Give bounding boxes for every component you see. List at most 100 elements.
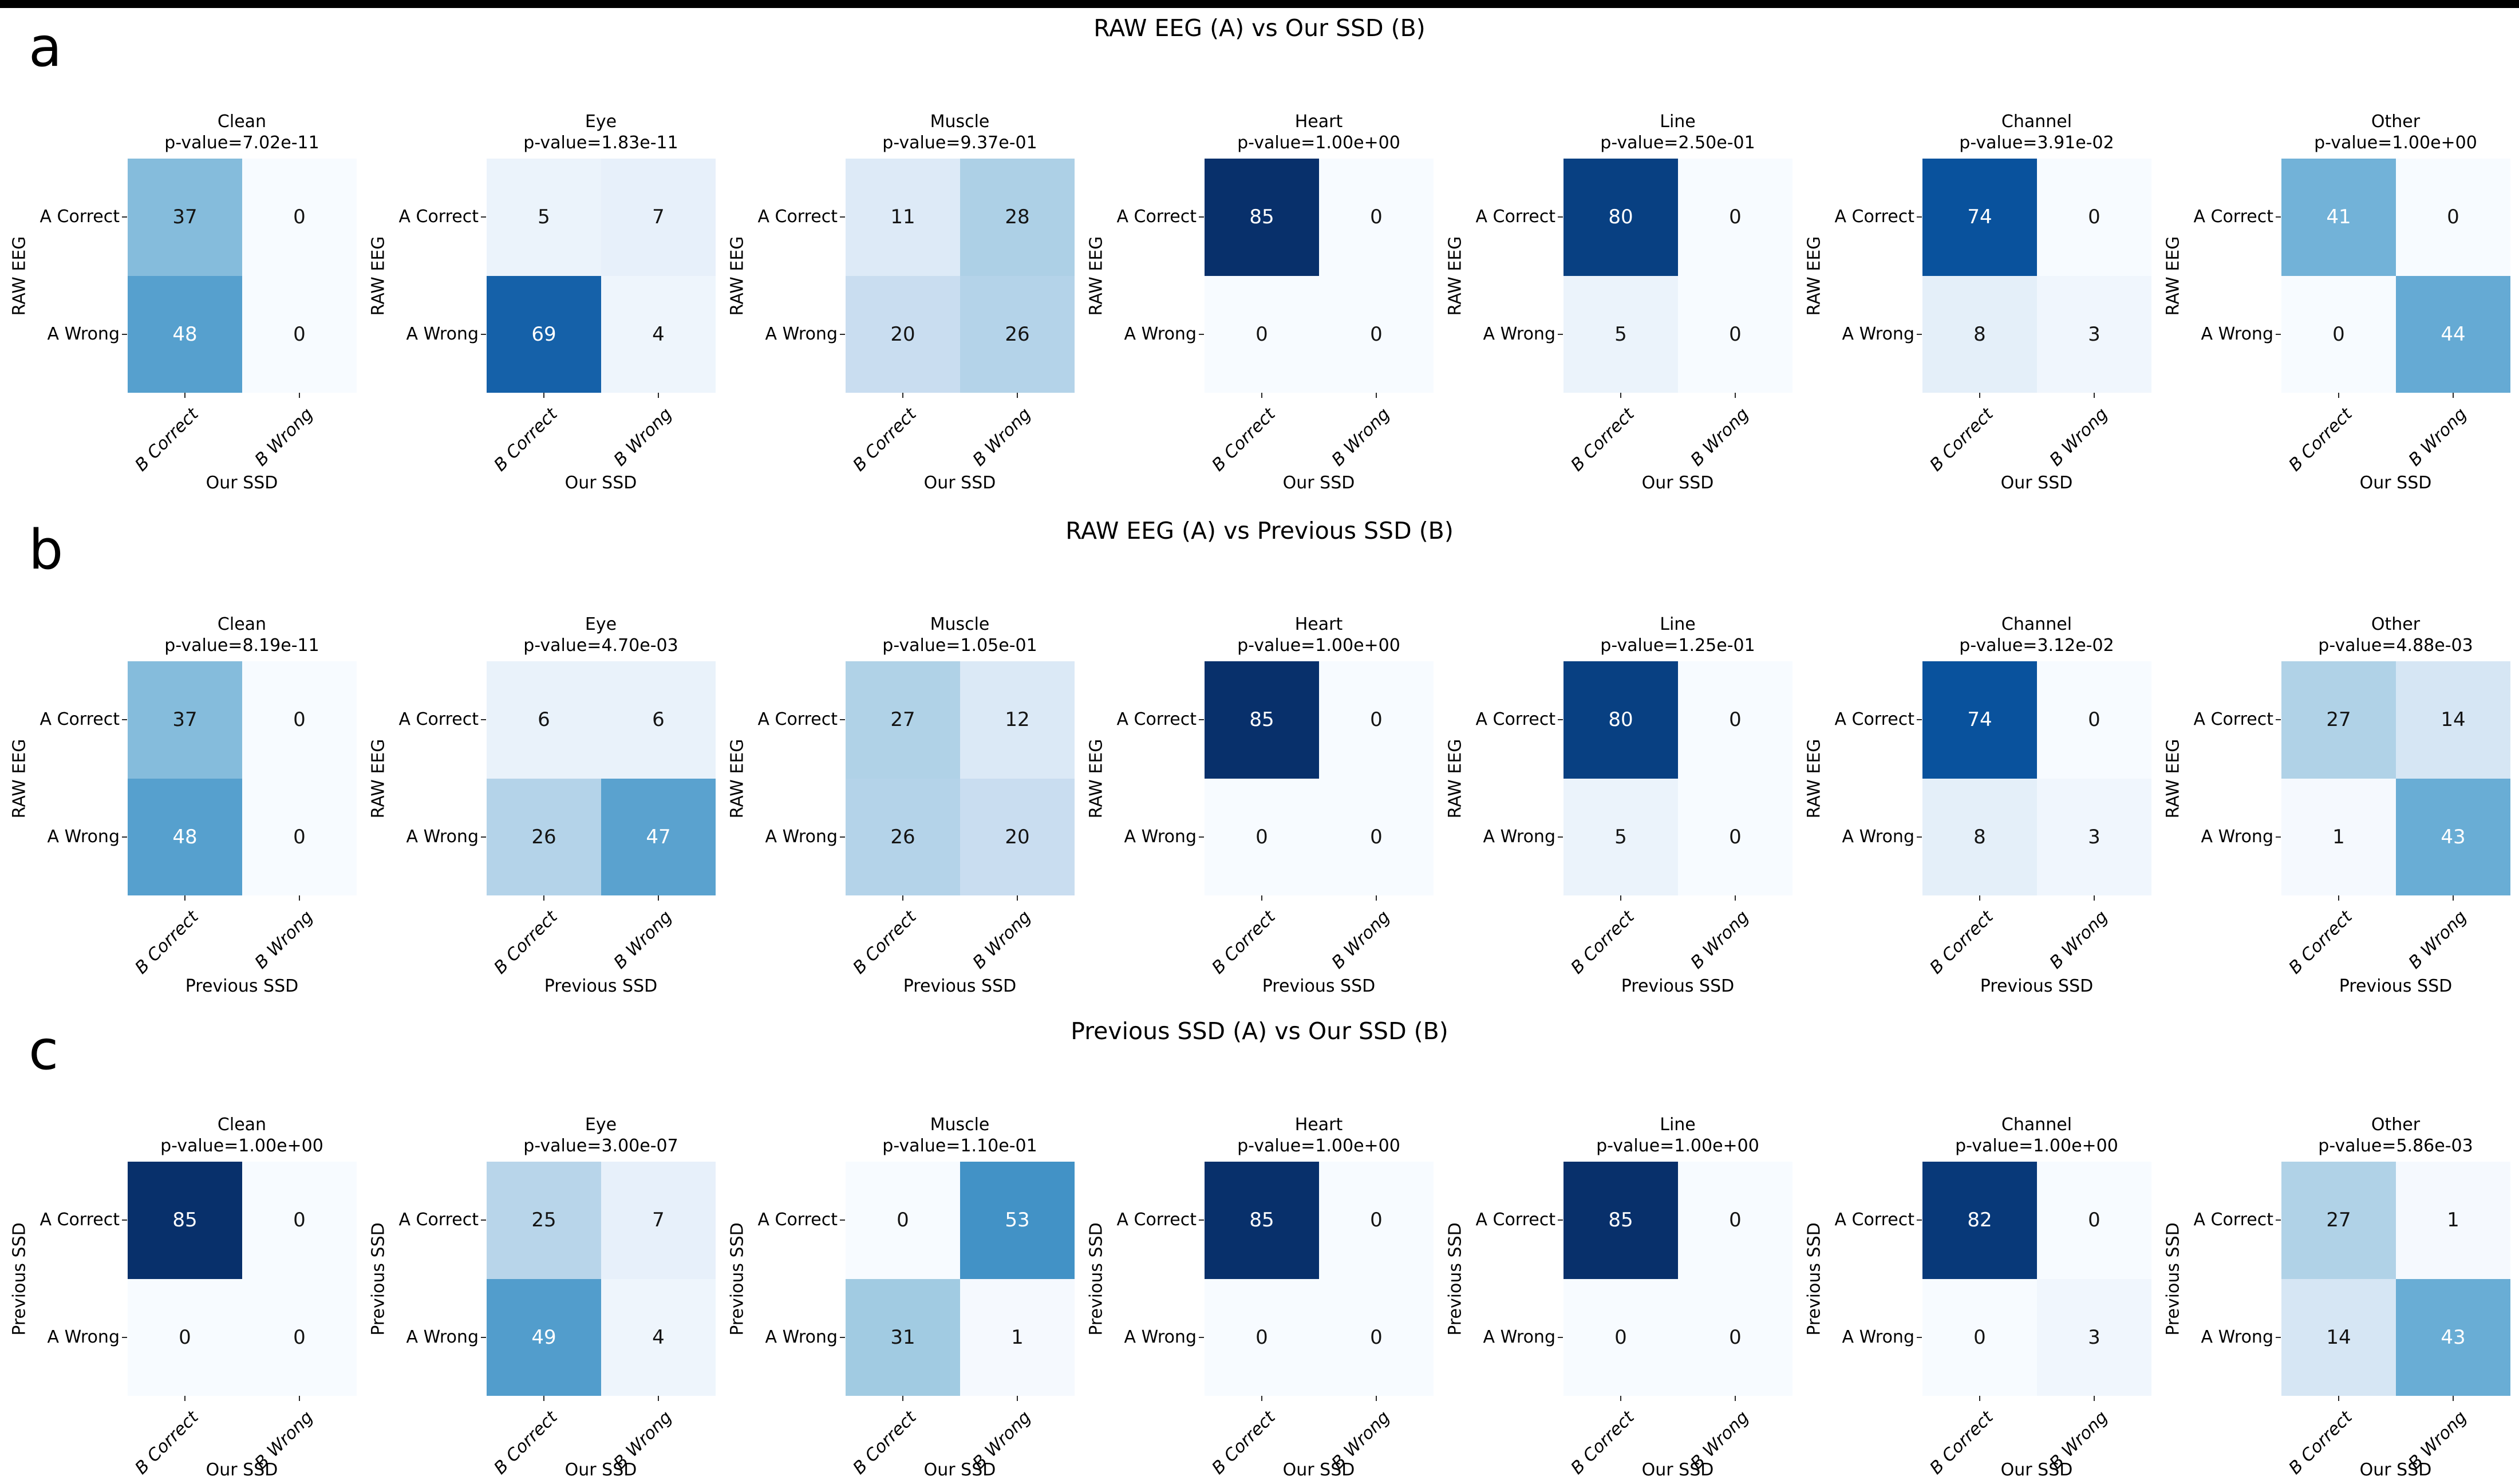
- matrix-cell: 0: [242, 275, 357, 393]
- cell-value: 0: [1370, 206, 1383, 229]
- cell-value: 3: [2088, 825, 2101, 848]
- col-tick-label: B Correct: [1567, 404, 1638, 476]
- cell-value: 43: [2441, 825, 2466, 848]
- x-tick-mark: [2338, 895, 2339, 901]
- confusion-matrix: 5 7 69 4: [487, 159, 716, 393]
- matrix-cell: 37: [128, 661, 242, 779]
- matrix-cell: 80: [1563, 159, 1678, 276]
- cell-value: 25: [531, 1209, 556, 1232]
- matrix-cell: 0: [242, 778, 357, 895]
- y-tick-mark: [481, 836, 486, 838]
- row-tick-label: A Correct: [40, 207, 120, 227]
- matrix-cell: 53: [960, 1162, 1075, 1279]
- y-tick-mark: [481, 333, 486, 335]
- row-tick-label: A Correct: [757, 207, 838, 227]
- confusion-matrix: 80 0 5 0: [1563, 159, 1792, 393]
- row-tick-label: A Correct: [757, 709, 838, 730]
- cell-value: 0: [293, 1209, 306, 1232]
- matrix-cell: 27: [2281, 661, 2396, 779]
- matrix-cell: 8: [1922, 275, 2037, 393]
- cell-value: 0: [2088, 1209, 2101, 1232]
- row-tick-label: A Correct: [2193, 207, 2273, 227]
- row-tick-label: A Correct: [1116, 709, 1197, 730]
- x-tick-mark: [1979, 393, 1980, 398]
- panel-title: Eye p-value=4.70e-03: [523, 614, 678, 656]
- cell-value: 14: [2441, 708, 2466, 732]
- matrix-cell: 8: [1922, 778, 2037, 895]
- matrix-cell: 1: [960, 1278, 1075, 1396]
- cell-value: 82: [1967, 1209, 1992, 1232]
- panel-title: Muscle p-value=1.10e-01: [882, 1115, 1037, 1156]
- y-tick-mark: [122, 1219, 127, 1221]
- x-tick-mark: [1735, 393, 1736, 398]
- y-tick-mark: [2276, 1219, 2281, 1221]
- x-tick-mark: [658, 1396, 659, 1401]
- confusion-matrix: 6 6 26 47: [487, 661, 716, 895]
- cell-value: 20: [1005, 825, 1030, 848]
- cell-value: 27: [2326, 1209, 2351, 1232]
- cell-value: 0: [2088, 206, 2101, 229]
- col-tick-label: B Wrong: [1328, 404, 1394, 471]
- cell-value: 0: [1729, 322, 1742, 346]
- x-tick-mark: [902, 393, 903, 398]
- row-tick-label: A Correct: [1475, 207, 1555, 227]
- matrix-cell: 5: [1563, 275, 1678, 393]
- panel-title: Channel p-value=1.00e+00: [1955, 1115, 2118, 1156]
- panel-title: Clean p-value=7.02e-11: [164, 112, 319, 153]
- row-tick-label: A Wrong: [1124, 323, 1197, 344]
- matrix-cell: 48: [128, 275, 242, 393]
- col-tick-label: B Wrong: [2404, 404, 2471, 471]
- matrix-cell: 0: [1319, 275, 1434, 393]
- cell-value: 8: [1973, 322, 1986, 346]
- x-axis-label: Previous SSD: [2339, 976, 2453, 996]
- cell-value: 0: [1255, 1325, 1268, 1349]
- confusion-matrix: 82 0 0 3: [1922, 1162, 2151, 1396]
- cell-value: 27: [890, 708, 915, 732]
- x-tick-mark: [658, 393, 659, 398]
- row-tick-label: A Correct: [398, 207, 479, 227]
- x-axis-label: Our SSD: [564, 473, 637, 493]
- cell-value: 41: [2326, 206, 2351, 229]
- cell-value: 69: [531, 322, 556, 346]
- y-tick-mark: [1558, 216, 1563, 218]
- y-tick-mark: [840, 836, 845, 838]
- matrix-cell: 43: [2396, 1278, 2510, 1396]
- matrix-cell: 4: [601, 1278, 716, 1396]
- cell-value: 4: [652, 322, 665, 346]
- matrix-cell: 69: [487, 275, 601, 393]
- cell-value: 85: [172, 1209, 198, 1232]
- y-tick-mark: [840, 1219, 845, 1221]
- confusion-matrix: 0 53 31 1: [846, 1162, 1075, 1396]
- cell-value: 37: [172, 708, 198, 732]
- cell-value: 0: [293, 206, 306, 229]
- matrix-cell: 0: [242, 159, 357, 276]
- cell-value: 5: [538, 206, 550, 229]
- y-tick-mark: [1917, 719, 1922, 721]
- matrix-cell: 3: [2037, 1278, 2151, 1396]
- cell-value: 43: [2441, 1325, 2466, 1349]
- y-tick-mark: [1199, 836, 1204, 838]
- matrix-cell: 0: [1678, 661, 1792, 779]
- matrix-cell: 0: [1563, 1278, 1678, 1396]
- y-axis-label: RAW EEG: [1804, 236, 1825, 315]
- confusion-matrix: 27 14 1 43: [2281, 661, 2510, 895]
- col-tick-label: B Correct: [490, 404, 562, 476]
- col-tick-label: B Wrong: [1687, 907, 1753, 973]
- cell-value: 0: [1729, 825, 1742, 848]
- x-tick-mark: [1620, 1396, 1621, 1401]
- cell-value: 8: [1973, 825, 1986, 848]
- y-axis-label: RAW EEG: [727, 236, 748, 315]
- matrix-cell: 6: [601, 661, 716, 779]
- cell-value: 26: [531, 825, 556, 848]
- matrix-cell: 6: [487, 661, 601, 779]
- col-tick-label: B Correct: [849, 907, 921, 978]
- x-tick-mark: [2453, 393, 2454, 398]
- matrix-cell: 44: [2396, 275, 2510, 393]
- matrix-cell: 0: [846, 1162, 960, 1279]
- row-tick-label: A Correct: [1834, 709, 1914, 730]
- matrix-cell: 0: [242, 661, 357, 779]
- cell-value: 0: [1370, 825, 1383, 848]
- panel-title: Channel p-value=3.91e-02: [1959, 112, 2114, 153]
- panel-title: Other p-value=1.00e+00: [2314, 112, 2477, 153]
